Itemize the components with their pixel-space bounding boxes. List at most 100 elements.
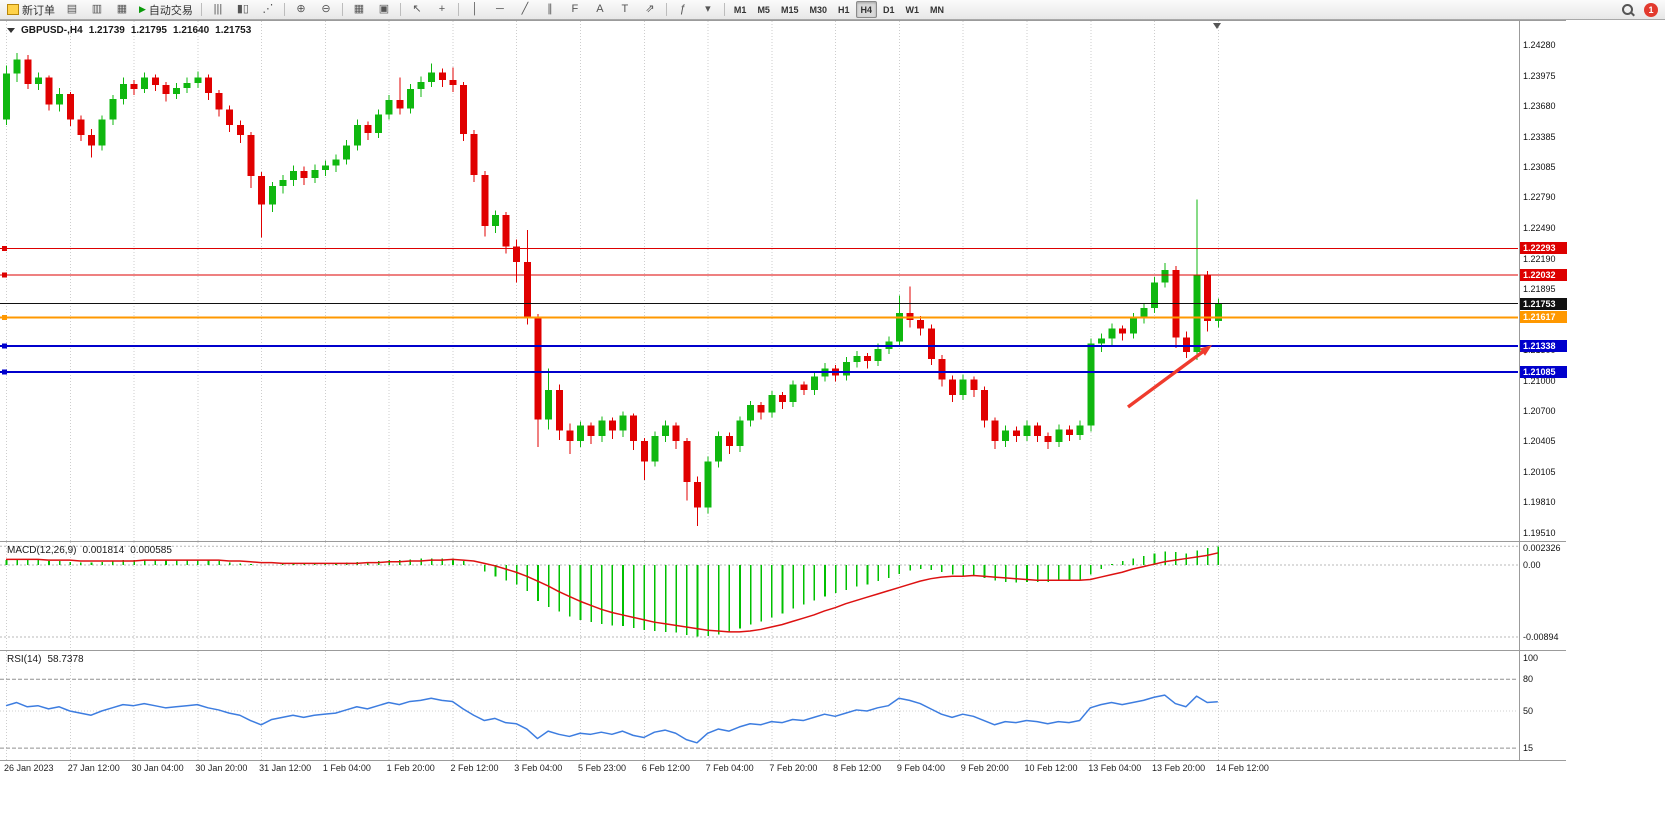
channel-button[interactable]: ∥ [538,0,562,19]
tile-windows-icon: ▦ [353,3,365,15]
grid-lines [6,651,1219,760]
timeframe-mn-button[interactable]: MN [930,4,945,15]
text-button[interactable]: A [588,0,612,19]
rsi-axis-label: 15 [1523,743,1534,754]
time-axis-label: 27 Jan 12:00 [67,763,120,773]
panel-separator [0,650,1566,651]
timeframe-d1-button[interactable]: D1 [883,4,895,15]
pivot-line-orange-price-tag[interactable]: 1.21617 [1520,311,1567,324]
market-watch-icon: ▤ [66,3,78,15]
zoom-out-icon: ⊖ [321,3,331,15]
symbol-label: GBPUSD-,H4 [21,25,83,36]
cursor-icon: ↖ [412,3,422,15]
object-lines [0,245,1518,375]
tile-windows-button[interactable]: ▦ [347,0,371,19]
time-axis-label: 30 Jan 04:00 [131,763,184,773]
ohlc-low: 1.21640 [173,25,210,36]
ohlc-high: 1.21795 [130,25,167,36]
bar-chart-icon: ||| [213,3,223,15]
new-order-label: 新订单 [22,4,55,17]
time-axis-label: 14 Feb 12:00 [1215,763,1269,773]
resistance-line-1-price-tag[interactable]: 1.22293 [1520,242,1567,255]
zoom-in-button[interactable]: ⊕ [289,0,313,19]
timeframe-m1-button[interactable]: M1 [733,4,747,15]
timeframe-h1-button[interactable]: H1 [837,4,850,15]
resistance-line-2-price-tag[interactable]: 1.22032 [1520,268,1567,281]
bid-price-line-price-tag[interactable]: 1.21753 [1520,297,1567,310]
resistance-line-1-handle[interactable] [2,245,7,251]
chart-shift-marker[interactable] [1213,23,1221,29]
toolbar-separator [283,3,285,16]
support-line-2-handle[interactable] [2,369,7,375]
horizontal-line-button[interactable]: ─ [488,0,512,19]
search-icon [1621,4,1633,15]
support-line-1-price-tag[interactable]: 1.21338 [1520,339,1567,352]
time-axis-label: 3 Feb 04:00 [514,763,563,773]
label-button[interactable]: T [613,0,637,19]
timeframe-h4-button[interactable]: H4 [855,1,878,18]
price-axis-label: 1.23975 [1523,71,1556,82]
arrow-annotation[interactable] [1126,345,1212,409]
trendline-icon: ╱ [521,3,529,15]
price-axis-label: 1.21895 [1523,284,1556,294]
time-axis-label: 6 Feb 12:00 [641,763,690,773]
macd-indicator-panel[interactable] [0,542,1518,650]
cascade-windows-button[interactable]: ▣ [372,0,396,19]
autotrading-button[interactable]: ▶ 自动交易 [135,0,197,19]
macd-title: MACD(12,26,9) [7,545,77,556]
support-line-2-price-tag[interactable]: 1.21085 [1520,365,1567,378]
trendline-button[interactable]: ╱ [513,0,537,19]
timeframe-w1-button[interactable]: W1 [905,4,920,15]
rsi-line [5,694,1218,744]
label-icon: T [621,3,629,15]
crosshair-button[interactable]: + [430,0,454,19]
cursor-button[interactable]: ↖ [405,0,429,19]
price-axis-label: 1.23385 [1523,131,1556,142]
search-button[interactable] [1615,0,1639,19]
macd-value: 0.001814 [82,545,125,556]
new-order-button[interactable]: 新订单 [3,0,59,19]
panel-separator [0,541,1566,542]
toolbar-separator [665,3,667,16]
data-window-button[interactable]: ▥ [85,0,109,19]
channel-icon: ∥ [547,3,553,15]
arrows-icon: ⇗ [645,3,655,15]
support-line-1-handle[interactable] [2,343,7,349]
candlestick-chart-button[interactable]: ▮▯ [231,0,255,19]
vertical-line-button[interactable]: │ [463,0,487,19]
text-icon: A [596,3,604,15]
toolbar-group-windows: ▤ ▥ ▦ [60,0,134,19]
ohlc-open: 1.21739 [88,25,125,36]
zoom-out-button[interactable]: ⊖ [314,0,338,19]
pivot-line-orange-handle[interactable] [2,314,7,320]
panel-separator [0,20,1566,21]
arrows-button[interactable]: ⇗ [638,0,662,19]
navigator-button[interactable]: ▦ [110,0,134,19]
timeframe-m15-button[interactable]: M15 [780,4,799,15]
price-chart[interactable] [0,21,1518,541]
zoom-in-icon: ⊕ [296,3,306,15]
indicators-button[interactable]: ƒ [671,0,695,19]
price-axis-label: 1.20405 [1523,436,1556,447]
rsi-axis-label: 100 [1523,653,1539,663]
rsi-indicator-panel[interactable] [0,651,1518,760]
notification-badge[interactable]: 1 [1644,2,1658,17]
horizontal-line-icon: ─ [496,3,504,15]
fibonacci-button[interactable]: F [563,0,587,19]
symbol-dropdown-icon[interactable] [7,28,15,33]
timeframe-m5-button[interactable]: M5 [757,4,770,15]
time-axis-label: 7 Feb 20:00 [769,763,818,773]
indicators-dropdown-button[interactable]: ▾ [696,0,720,19]
autotrading-play-icon: ▶ [139,4,146,14]
line-chart-button[interactable]: ⋰ [256,0,280,19]
resistance-line-2-handle[interactable] [2,272,7,278]
navigator-icon: ▦ [116,3,128,15]
market-watch-button[interactable]: ▤ [60,0,84,19]
crosshair-icon: + [438,3,446,15]
grid-lines [6,542,1219,650]
price-axis-label: 1.19810 [1523,497,1556,508]
timeframe-m30-button[interactable]: M30 [809,4,827,15]
price-axis-label: 1.24280 [1523,40,1556,50]
bar-chart-button[interactable]: ||| [206,0,230,19]
